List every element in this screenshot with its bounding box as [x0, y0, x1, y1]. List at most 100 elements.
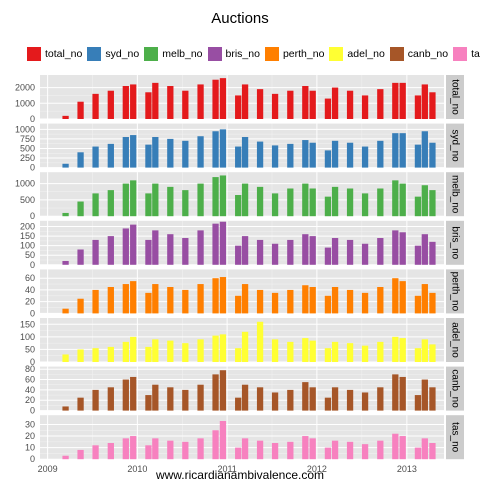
bar-total-no-2009-12 — [130, 84, 137, 119]
y-tick-label: 0 — [30, 114, 35, 124]
bar-tas-no-2012-09 — [377, 440, 384, 460]
bar-bris-no-2009-12 — [130, 224, 137, 265]
legend-label-total: total_no — [45, 48, 83, 60]
y-tick-label: 150 — [20, 319, 35, 329]
y-tick-label: 0 — [30, 454, 35, 464]
bar-total-no-2010-11 — [212, 79, 219, 119]
bar-tas-no-2011-03 — [241, 438, 249, 460]
bar-adel-no-2012-12 — [399, 338, 406, 362]
y-tick-label: 1000 — [15, 179, 35, 189]
bar-canb-no-2013-04 — [429, 387, 436, 411]
bar-canb-no-2012-07 — [361, 392, 369, 411]
bar-perth-no-2011-09 — [287, 289, 294, 314]
legend-swatch-total — [27, 47, 41, 61]
bar-perth-no-2012-02 — [324, 295, 332, 314]
bar-tas-no-2009-09 — [107, 442, 114, 460]
bar-adel-no-2012-11 — [392, 336, 399, 362]
bar-bris-no-2009-03 — [62, 260, 69, 265]
bar-bris-no-2009-11 — [122, 228, 129, 265]
bar-syd-no-2009-09 — [107, 143, 114, 168]
y-tick-label: 500 — [20, 195, 35, 205]
bar-tas-no-2009-07 — [92, 445, 99, 460]
bar-tas-no-2012-02 — [324, 447, 332, 460]
bar-melb-no-2011-09 — [287, 188, 294, 217]
y-tick-label: 100 — [20, 241, 35, 251]
bar-perth-no-2009-07 — [92, 289, 99, 314]
chart-title: Auctions — [211, 10, 269, 27]
bar-canb-no-2013-02 — [414, 395, 422, 411]
y-tick-label: 60 — [25, 375, 35, 385]
bar-bris-no-2012-09 — [377, 238, 384, 265]
facet-strip-total-no — [446, 75, 464, 119]
bar-adel-no-2009-07 — [92, 348, 99, 362]
bar-perth-no-2012-11 — [392, 278, 399, 314]
bar-perth-no-2011-12 — [309, 287, 316, 314]
bar-tas-no-2012-05 — [346, 441, 354, 460]
y-tick-label: 150 — [20, 231, 35, 241]
bar-syd-no-2013-03 — [421, 131, 428, 168]
bar-perth-no-2011-07 — [271, 292, 279, 314]
bar-adel-no-2012-09 — [377, 341, 384, 362]
bar-syd-no-2012-09 — [377, 140, 384, 168]
bar-bris-no-2013-02 — [414, 245, 422, 265]
bar-tas-no-2012-11 — [392, 433, 399, 460]
bar-total-no-2009-07 — [92, 93, 99, 119]
facet-strip-canb-no — [446, 366, 464, 411]
legend-label-bris: bris_no — [225, 48, 260, 60]
bar-melb-no-2010-03 — [152, 183, 159, 217]
bar-tas-no-2009-03 — [62, 455, 69, 460]
bar-bris-no-2010-09 — [197, 230, 204, 265]
bar-melb-no-2013-02 — [414, 196, 422, 217]
bar-canb-no-2009-11 — [122, 379, 129, 411]
bar-canb-no-2012-09 — [377, 387, 384, 411]
bar-perth-no-2010-09 — [197, 284, 204, 314]
bar-bris-no-2012-12 — [399, 232, 406, 265]
facet-strip-melb-no — [446, 172, 464, 217]
y-tick-label: 60 — [25, 273, 35, 283]
bar-bris-no-2011-07 — [271, 243, 279, 265]
facet-strip-adel-no — [446, 318, 464, 362]
bar-adel-no-2012-03 — [331, 341, 339, 362]
bar-bris-no-2013-04 — [429, 241, 436, 265]
facet-label-syd-no: syd_no — [450, 129, 461, 162]
bar-bris-no-2011-12 — [309, 236, 316, 265]
bar-melb-no-2011-02 — [235, 195, 242, 217]
bar-tas-no-2012-12 — [399, 436, 406, 460]
bar-adel-no-2011-09 — [287, 341, 294, 362]
bar-canb-no-2009-12 — [130, 376, 137, 411]
bar-perth-no-2012-09 — [377, 287, 384, 314]
bar-canb-no-2011-02 — [235, 397, 242, 411]
bar-perth-no-2010-07 — [182, 289, 189, 314]
bar-syd-no-2012-11 — [392, 133, 399, 168]
y-tick-label: 0 — [30, 406, 35, 416]
bar-melb-no-2011-12 — [309, 188, 316, 217]
bar-total-no-2013-03 — [421, 84, 428, 119]
bar-tas-no-2010-09 — [197, 438, 204, 460]
bar-total-no-2009-11 — [122, 86, 129, 119]
bar-canb-no-2011-07 — [271, 392, 279, 411]
bar-perth-no-2009-05 — [77, 298, 84, 314]
legend-swatch-canb — [389, 47, 404, 61]
legend-swatch-syd — [87, 47, 102, 61]
y-tick-label: 50 — [25, 250, 35, 260]
legend-label-melb: melb_no — [162, 48, 203, 60]
y-tick-label: 1000 — [15, 98, 35, 108]
y-tick-label: 20 — [25, 297, 35, 307]
bar-total-no-2013-04 — [429, 92, 436, 119]
bar-melb-no-2009-09 — [107, 190, 114, 217]
bar-total-no-2011-09 — [287, 90, 294, 119]
bar-tas-no-2013-02 — [414, 447, 422, 460]
bar-canb-no-2013-03 — [421, 379, 428, 411]
bar-canb-no-2009-07 — [92, 389, 99, 411]
y-tick-label: 0 — [30, 260, 35, 270]
bar-total-no-2010-03 — [152, 82, 159, 119]
bar-adel-no-2011-07 — [271, 339, 279, 362]
y-tick-label: 200 — [20, 222, 35, 232]
bar-tas-no-2011-05 — [256, 440, 264, 460]
bar-melb-no-2010-09 — [197, 183, 204, 217]
bar-tas-no-2012-07 — [361, 444, 369, 460]
bar-total-no-2011-03 — [241, 84, 249, 119]
facet-label-bris-no: bris_no — [450, 226, 461, 259]
facet-strip-tas-no — [446, 415, 464, 460]
legend-label-syd: syd_no — [105, 48, 140, 60]
